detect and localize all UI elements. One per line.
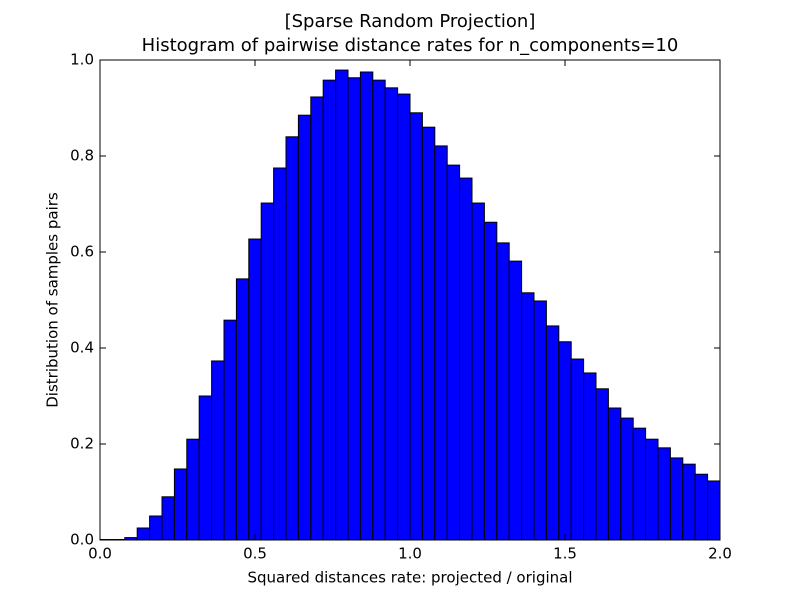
bar [558, 341, 572, 541]
x-axis-label: Squared distances rate: projected / orig… [248, 569, 573, 587]
x-tick-label: 0.5 [243, 545, 267, 563]
bar [657, 447, 671, 541]
bar [496, 242, 510, 541]
x-tick-label: 2.0 [708, 545, 732, 563]
bar [533, 300, 547, 541]
bar [508, 260, 523, 541]
bar [645, 438, 659, 541]
bar [434, 145, 448, 541]
y-tick-label: 0.4 [70, 339, 94, 357]
y-tick-label: 1.0 [70, 51, 94, 69]
bar [372, 79, 386, 541]
bar [149, 515, 163, 541]
bar [359, 71, 374, 541]
y-tick-label: 0.8 [70, 147, 94, 165]
x-tick-label: 1.5 [553, 545, 577, 563]
chart-title: Histogram of pairwise distance rates for… [142, 35, 679, 56]
bar [347, 77, 361, 541]
bar [471, 202, 485, 541]
bar [620, 417, 634, 541]
bar [260, 202, 275, 541]
bar [409, 112, 423, 541]
bar [521, 292, 535, 541]
bar [322, 79, 337, 541]
bar [682, 463, 696, 541]
bar [483, 221, 498, 541]
chart-title: [Sparse Random Projection] [285, 11, 536, 32]
bar [384, 87, 399, 541]
bar [173, 468, 188, 541]
bar [297, 114, 312, 541]
bar [335, 69, 349, 541]
bar [607, 407, 622, 541]
y-axis-label: Distribution of samples pairs [44, 192, 62, 408]
bar [273, 167, 287, 541]
bar [235, 278, 250, 541]
bar [136, 527, 151, 541]
x-tick-label: 0.0 [88, 545, 112, 563]
x-tick-label: 1.0 [398, 545, 422, 563]
bar [397, 93, 411, 541]
bar [310, 96, 324, 541]
y-tick-label: 0.6 [70, 243, 94, 261]
bar [459, 177, 473, 541]
bar [421, 126, 436, 541]
bar [161, 496, 175, 541]
bar [198, 395, 213, 541]
bar [285, 136, 299, 541]
bar [223, 319, 237, 541]
bar [707, 480, 721, 541]
bar [446, 164, 461, 541]
bar [545, 325, 560, 541]
bar [211, 360, 225, 541]
y-tick-label: 0.2 [70, 435, 94, 453]
bar [694, 473, 709, 541]
bar [570, 358, 585, 541]
bar [632, 427, 647, 541]
bar [595, 388, 609, 541]
bar [669, 457, 684, 541]
bar [186, 438, 200, 541]
bar [583, 372, 597, 541]
y-tick-label: 0.0 [70, 531, 94, 549]
bar [248, 238, 262, 541]
